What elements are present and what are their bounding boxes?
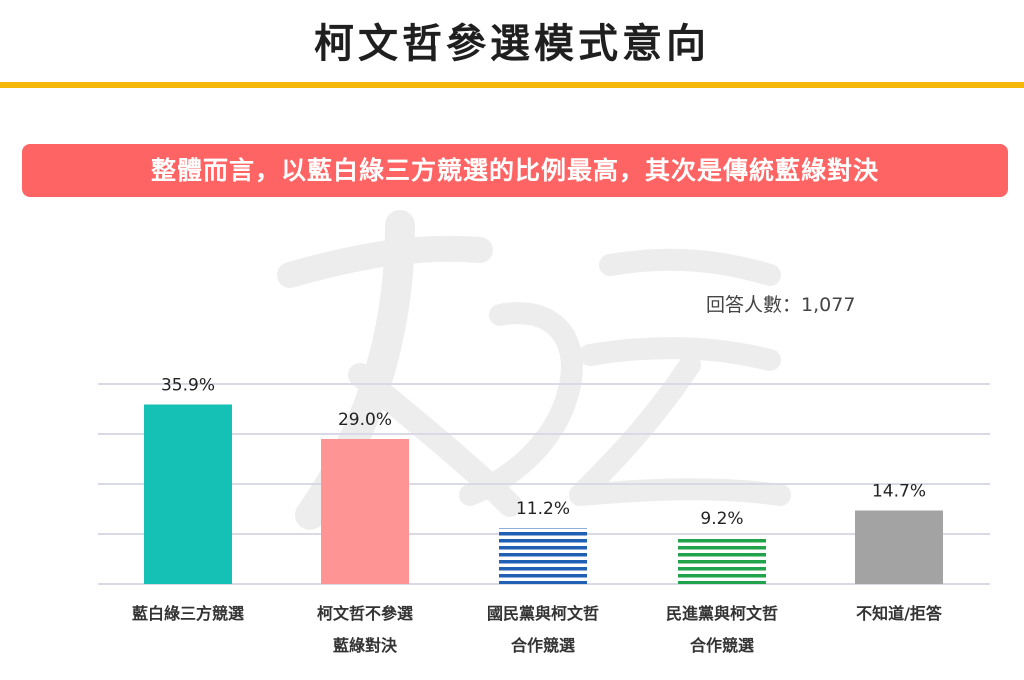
- category-label-line1: 柯文哲不參選: [316, 604, 413, 623]
- category-label-line1: 不知道/拒答: [856, 604, 942, 623]
- category-label-3: 國民黨與柯文哲 合作競選: [443, 598, 643, 662]
- respondents-label: 回答人數：: [706, 294, 802, 316]
- respondents-value: 1,077: [801, 294, 856, 316]
- value-label-4: 9.2%: [700, 509, 743, 529]
- bar-5: [855, 510, 943, 584]
- category-label-line2: 合作競選: [689, 636, 754, 655]
- category-label-2: 柯文哲不參選 藍綠對決: [265, 598, 465, 662]
- bar-1: [144, 404, 232, 584]
- bar-3: [499, 528, 587, 584]
- value-label-1: 35.9%: [161, 376, 215, 396]
- value-labels: 35.9% 29.0% 11.2% 9.2% 14.7%: [161, 376, 926, 530]
- category-label-line1: 國民黨與柯文哲: [486, 604, 599, 623]
- category-label-line1: 民進黨與柯文哲: [665, 604, 778, 623]
- category-label-line2: 藍綠對決: [332, 636, 397, 655]
- value-label-5: 14.7%: [872, 482, 926, 502]
- category-label-4: 民進黨與柯文哲 合作競選: [622, 598, 822, 662]
- category-label-5: 不知道/拒答: [799, 598, 999, 630]
- value-label-3: 11.2%: [516, 499, 570, 519]
- title-underline: [0, 82, 1024, 88]
- category-label-1: 藍白綠三方競選: [88, 598, 288, 630]
- bar-2: [321, 439, 409, 584]
- category-label-line2: 合作競選: [510, 636, 575, 655]
- value-label-2: 29.0%: [338, 410, 392, 430]
- summary-banner: 整體而言，以藍白綠三方競選的比例最高，其次是傳統藍綠對決: [22, 144, 1008, 197]
- category-label-line1: 藍白綠三方競選: [131, 604, 244, 623]
- respondents-count: 回答人數：1,077: [706, 292, 855, 318]
- bars: [144, 404, 943, 584]
- bar-4: [678, 538, 766, 584]
- page-title: 柯文哲參選模式意向: [314, 21, 710, 67]
